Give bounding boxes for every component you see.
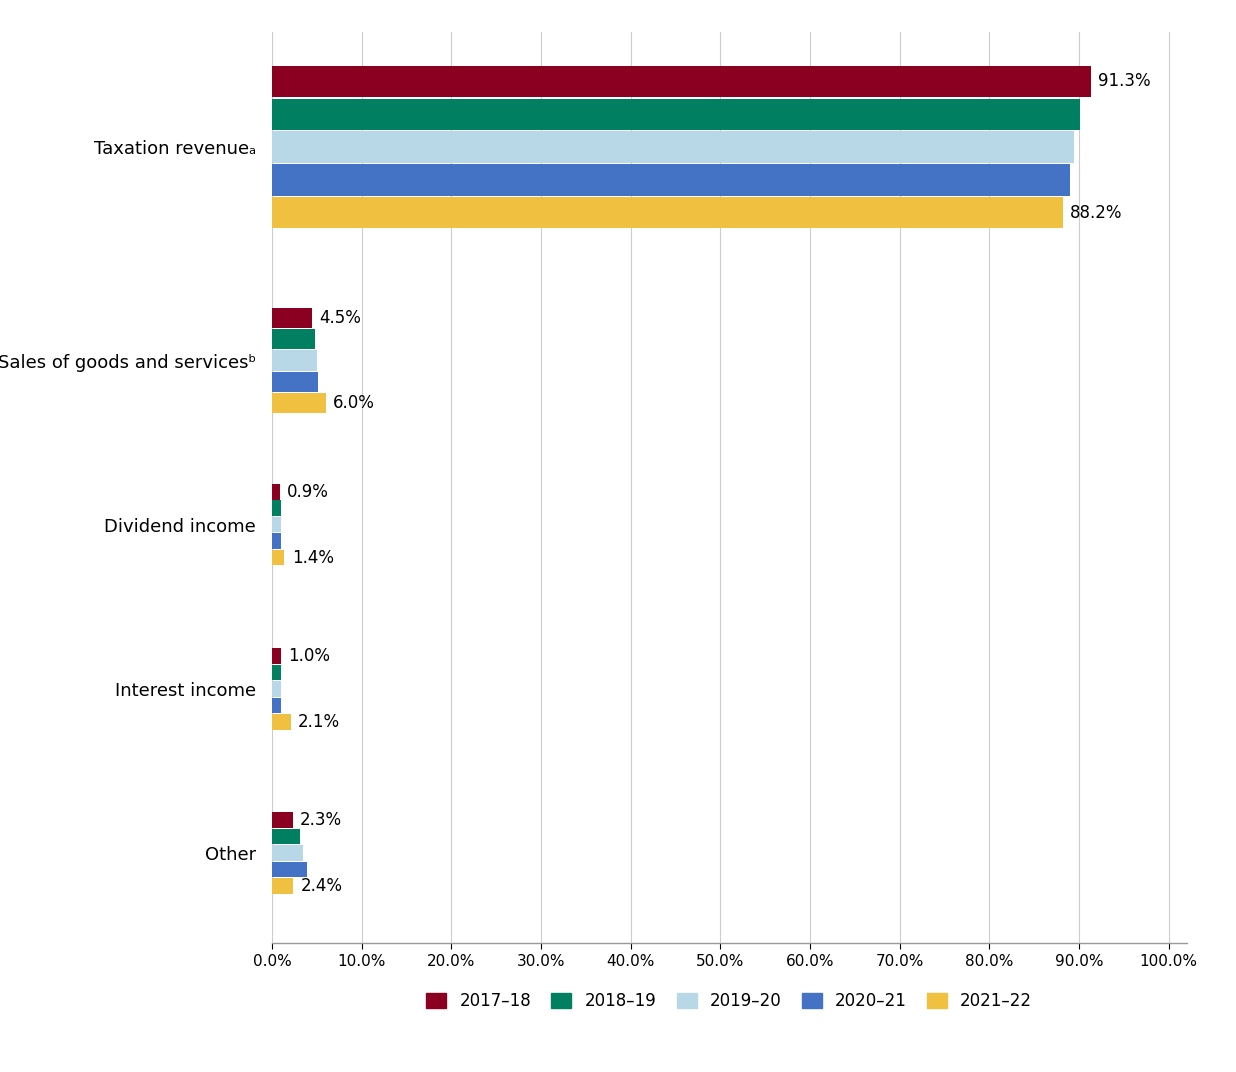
Text: 4.5%: 4.5% xyxy=(319,309,361,327)
Text: 91.3%: 91.3% xyxy=(1098,73,1151,90)
Text: 0.9%: 0.9% xyxy=(287,482,329,501)
Bar xyxy=(272,829,299,845)
Bar xyxy=(272,533,281,549)
Legend: 2017–18, 2018–19, 2019–20, 2020–21, 2021–22: 2017–18, 2018–19, 2019–20, 2020–21, 2021… xyxy=(420,985,1038,1017)
Bar xyxy=(272,132,1074,163)
Bar xyxy=(272,714,290,730)
Bar xyxy=(272,164,1070,195)
Text: 2.1%: 2.1% xyxy=(298,713,340,731)
Bar xyxy=(272,501,281,516)
Text: 2.3%: 2.3% xyxy=(299,812,342,830)
Bar xyxy=(272,65,1090,96)
Bar xyxy=(272,372,318,392)
Bar xyxy=(272,308,313,328)
Bar xyxy=(272,99,1080,130)
Text: 1.0%: 1.0% xyxy=(288,647,330,665)
Text: 6.0%: 6.0% xyxy=(332,394,375,413)
Bar xyxy=(272,862,307,877)
Bar xyxy=(272,393,326,414)
Bar xyxy=(272,351,316,371)
Bar xyxy=(272,813,293,828)
Bar xyxy=(272,517,281,533)
Text: 2.4%: 2.4% xyxy=(300,877,342,895)
Bar xyxy=(272,197,1063,228)
Bar xyxy=(272,665,281,681)
Bar xyxy=(272,878,293,894)
Text: 1.4%: 1.4% xyxy=(292,549,334,566)
Bar xyxy=(272,485,281,500)
Text: 88.2%: 88.2% xyxy=(1070,204,1122,222)
Bar xyxy=(272,698,281,713)
Bar xyxy=(272,329,315,349)
Bar xyxy=(272,681,281,697)
Bar xyxy=(272,845,303,861)
Bar xyxy=(272,550,284,565)
Bar xyxy=(272,649,281,664)
